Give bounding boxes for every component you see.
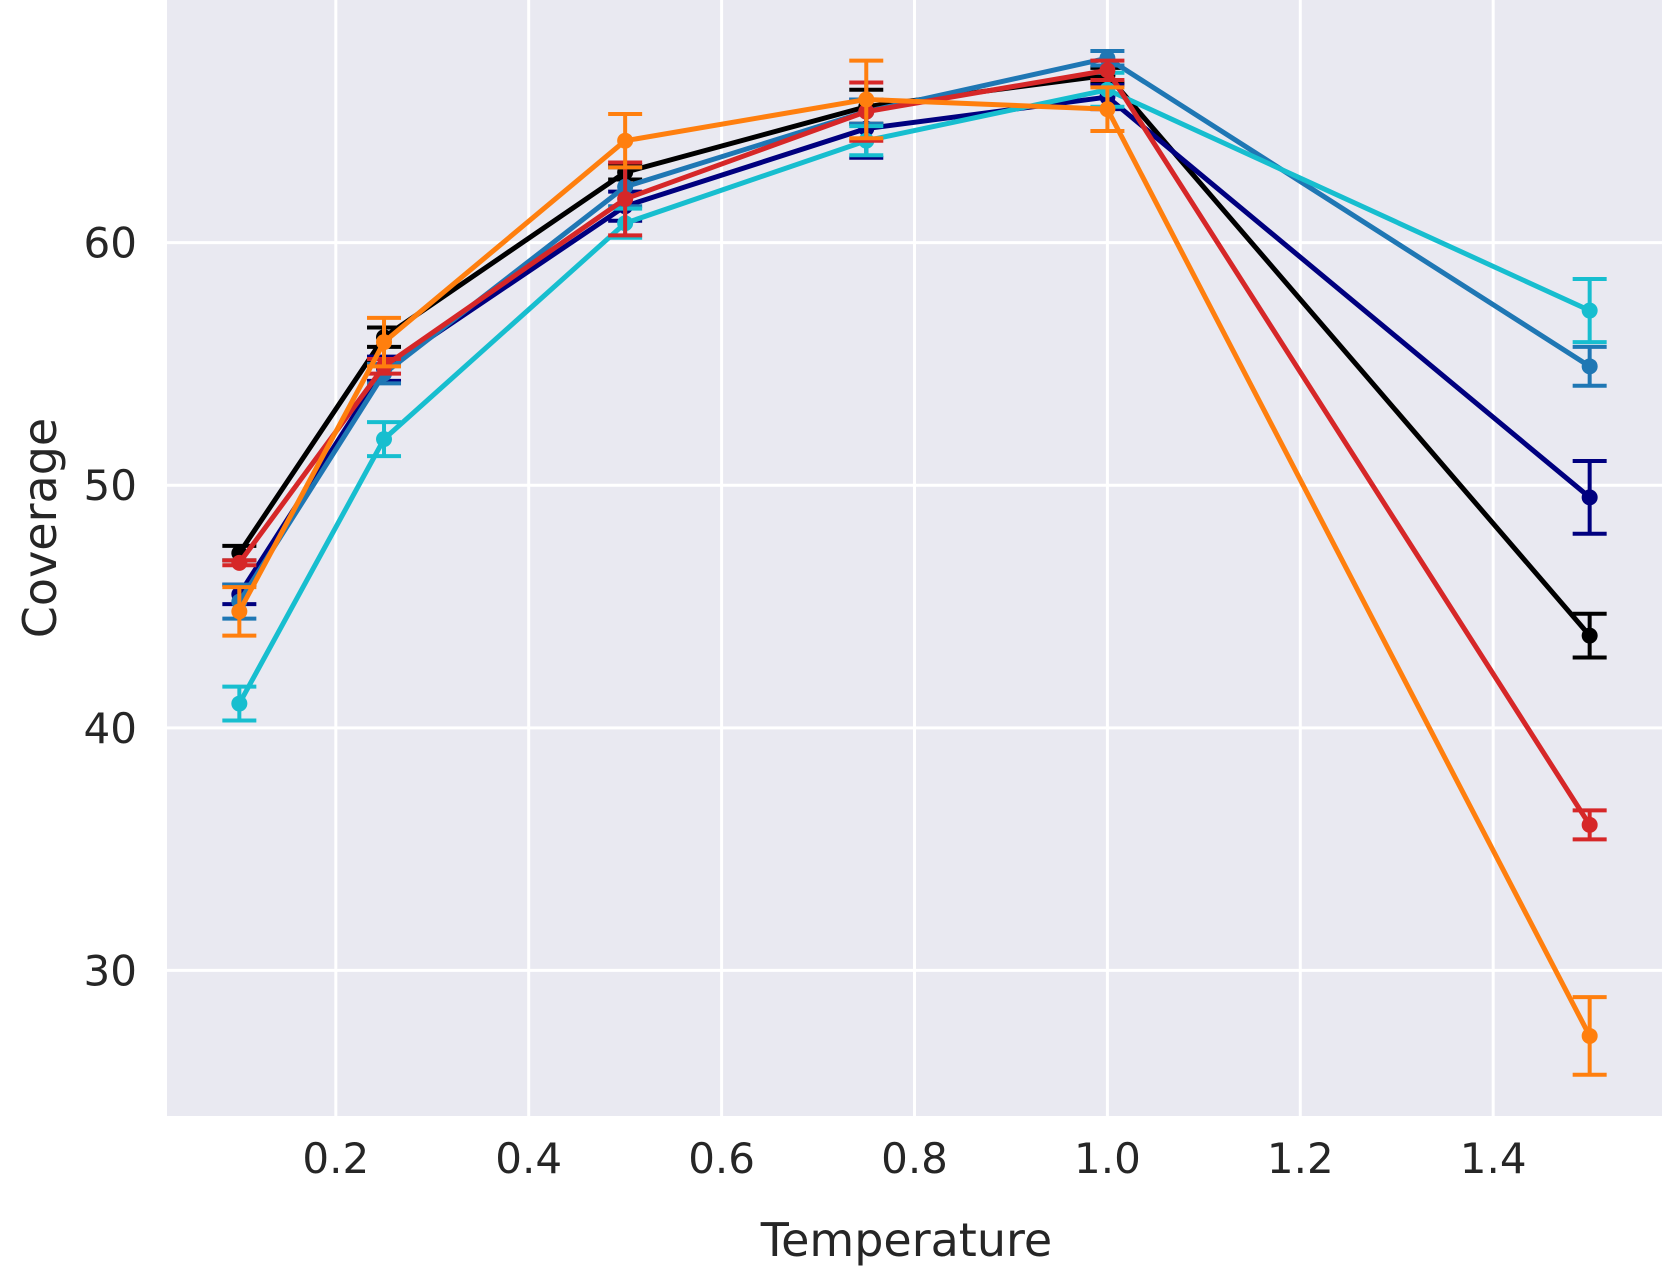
data-point — [1581, 816, 1598, 833]
x-tick-label: 0.2 — [302, 1134, 369, 1183]
data-point — [231, 554, 248, 571]
y-tick-labels: 30 40 50 60 — [84, 219, 137, 996]
data-point — [231, 603, 248, 620]
data-point — [1581, 627, 1598, 644]
data-point — [1099, 62, 1116, 79]
series-line — [237, 67, 1592, 827]
x-tick-label: 1.4 — [1460, 1134, 1527, 1183]
series-layer — [222, 48, 1607, 1077]
data-point — [376, 334, 393, 351]
y-axis-title: Coverage — [13, 418, 67, 638]
data-point — [617, 190, 634, 207]
data-point — [1581, 302, 1598, 319]
data-point — [858, 91, 875, 108]
data-point — [617, 132, 634, 149]
grid-lines — [167, 0, 1662, 1116]
x-tick-labels: 0.2 0.4 0.6 0.8 1.0 1.2 1.4 — [302, 1134, 1526, 1183]
data-point — [1099, 101, 1116, 118]
series-line — [237, 55, 1592, 604]
series-line — [237, 94, 1592, 596]
x-tick-label: 0.8 — [881, 1134, 948, 1183]
series-line — [237, 96, 1592, 1038]
y-tick-label: 30 — [84, 946, 137, 995]
x-axis-title: Temperature — [760, 1213, 1052, 1266]
x-tick-label: 1.2 — [1267, 1134, 1334, 1183]
data-point — [1581, 358, 1598, 375]
data-point — [1581, 1027, 1598, 1044]
y-tick-label: 40 — [84, 704, 137, 753]
y-tick-label: 50 — [84, 461, 137, 510]
x-tick-label: 0.4 — [495, 1134, 562, 1183]
data-point — [1581, 489, 1598, 506]
x-tick-label: 1.0 — [1074, 1134, 1141, 1183]
y-tick-label: 60 — [84, 219, 137, 268]
x-tick-label: 0.6 — [688, 1134, 755, 1183]
series-line — [237, 72, 1592, 638]
data-point — [376, 431, 393, 448]
series-orange — [222, 58, 1607, 1077]
series-line — [237, 87, 1591, 705]
data-point — [231, 695, 248, 712]
